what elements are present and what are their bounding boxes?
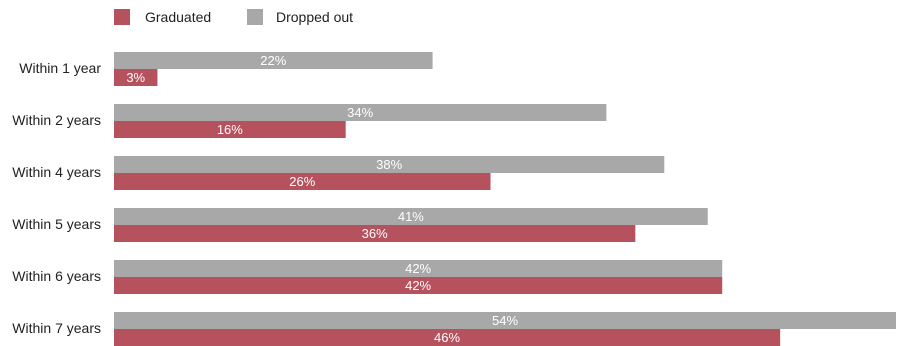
category-group-within-4-years: Within 4 years 38% 26% xyxy=(12,156,665,190)
category-label: Within 4 years xyxy=(12,164,101,180)
category-label: Within 1 year xyxy=(19,60,101,76)
legend-swatch-dropped-out xyxy=(247,9,263,25)
data-label-dropped-out: 54% xyxy=(492,313,518,328)
bar-graduated xyxy=(114,69,158,86)
bar-graduated xyxy=(114,121,346,138)
category-label: Within 7 years xyxy=(12,320,101,336)
legend: Graduated Dropped out xyxy=(114,9,353,25)
category-label: Within 6 years xyxy=(12,268,101,284)
bar-dropped-out xyxy=(114,312,896,329)
category-group-within-7-years: Within 7 years 54% 46% xyxy=(12,312,896,346)
data-label-graduated: 36% xyxy=(362,226,388,241)
data-label-graduated: 16% xyxy=(217,122,243,137)
category-group-within-5-years: Within 5 years 41% 36% xyxy=(12,208,708,242)
plot-area: Within 1 year 22%3%Within 2 years 34%16%Wi… xyxy=(12,52,896,346)
legend-label-graduated: Graduated xyxy=(145,9,211,25)
data-label-graduated: 3% xyxy=(126,70,145,85)
category-group-within-2-years: Within 2 years 34% 16% xyxy=(12,104,607,138)
category-label: Within 2 years xyxy=(12,112,101,128)
data-label-dropped-out: 41% xyxy=(398,209,424,224)
legend-swatch-graduated xyxy=(114,9,130,25)
bar-graduated xyxy=(114,173,491,190)
data-label-graduated: 26% xyxy=(289,174,315,189)
bar-graduated xyxy=(114,225,636,242)
data-label-dropped-out: 22% xyxy=(260,53,286,68)
category-group-within-1-year: Within 1 year 22% 3% xyxy=(19,52,433,86)
data-label-dropped-out: 38% xyxy=(376,157,402,172)
data-label-dropped-out: 34% xyxy=(347,105,373,120)
bar-dropped-out xyxy=(114,260,723,277)
bar-graduated xyxy=(114,329,781,346)
bar-graduated xyxy=(114,277,723,294)
category-group-within-6-years: Within 6 years 42% 42% xyxy=(12,260,723,294)
category-label: Within 5 years xyxy=(12,216,101,232)
data-label-graduated: 46% xyxy=(434,330,460,345)
data-label-dropped-out: 42% xyxy=(405,261,431,276)
bar-dropped-out xyxy=(114,52,433,69)
bar-dropped-out xyxy=(114,208,708,225)
bar-dropped-out xyxy=(114,104,607,121)
bar-dropped-out xyxy=(114,156,665,173)
legend-label-dropped-out: Dropped out xyxy=(276,9,353,25)
data-label-graduated: 42% xyxy=(405,278,431,293)
